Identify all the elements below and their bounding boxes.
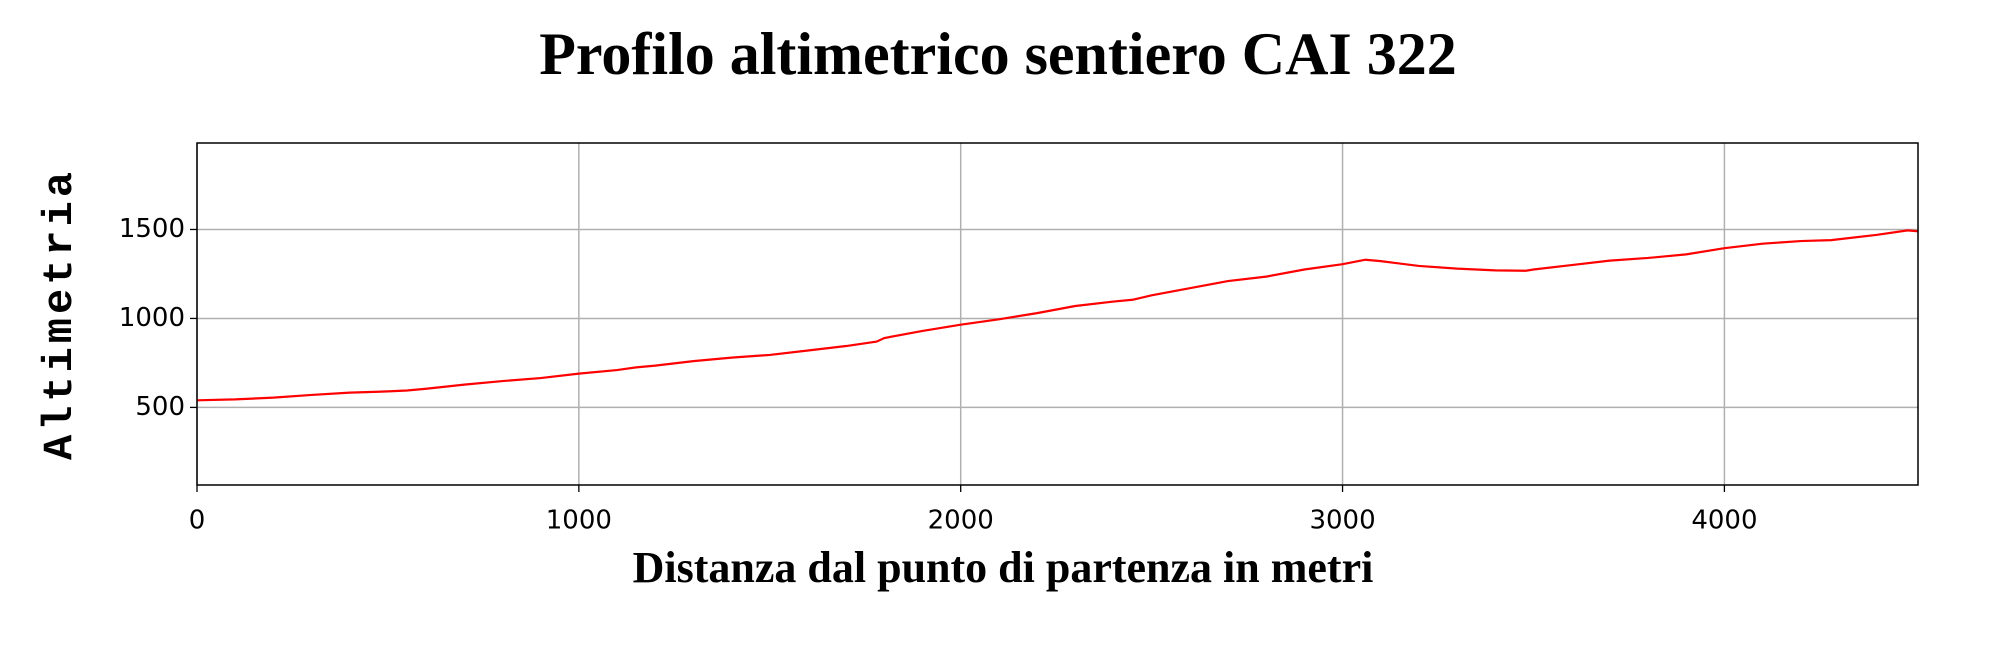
x-tick-label: 1000 — [546, 506, 612, 536]
y-tick-label: 500 — [135, 392, 185, 422]
x-tick-label: 0 — [189, 506, 206, 536]
x-tick-label: 2000 — [928, 506, 994, 536]
x-tick-label: 4000 — [1691, 506, 1757, 536]
y-tick-label: 1000 — [119, 303, 185, 333]
axes-frame — [196, 142, 1919, 486]
chart-title: Profilo altimetrico sentiero CAI 322 — [539, 21, 1457, 87]
x-axis-label: Distanza dal punto di partenza in metri — [633, 543, 1374, 592]
y-tick-label: 1500 — [119, 214, 185, 244]
data-line — [196, 229, 1919, 402]
y-axis-label: Altimetria — [36, 168, 84, 460]
x-tick-label: 3000 — [1309, 506, 1375, 536]
